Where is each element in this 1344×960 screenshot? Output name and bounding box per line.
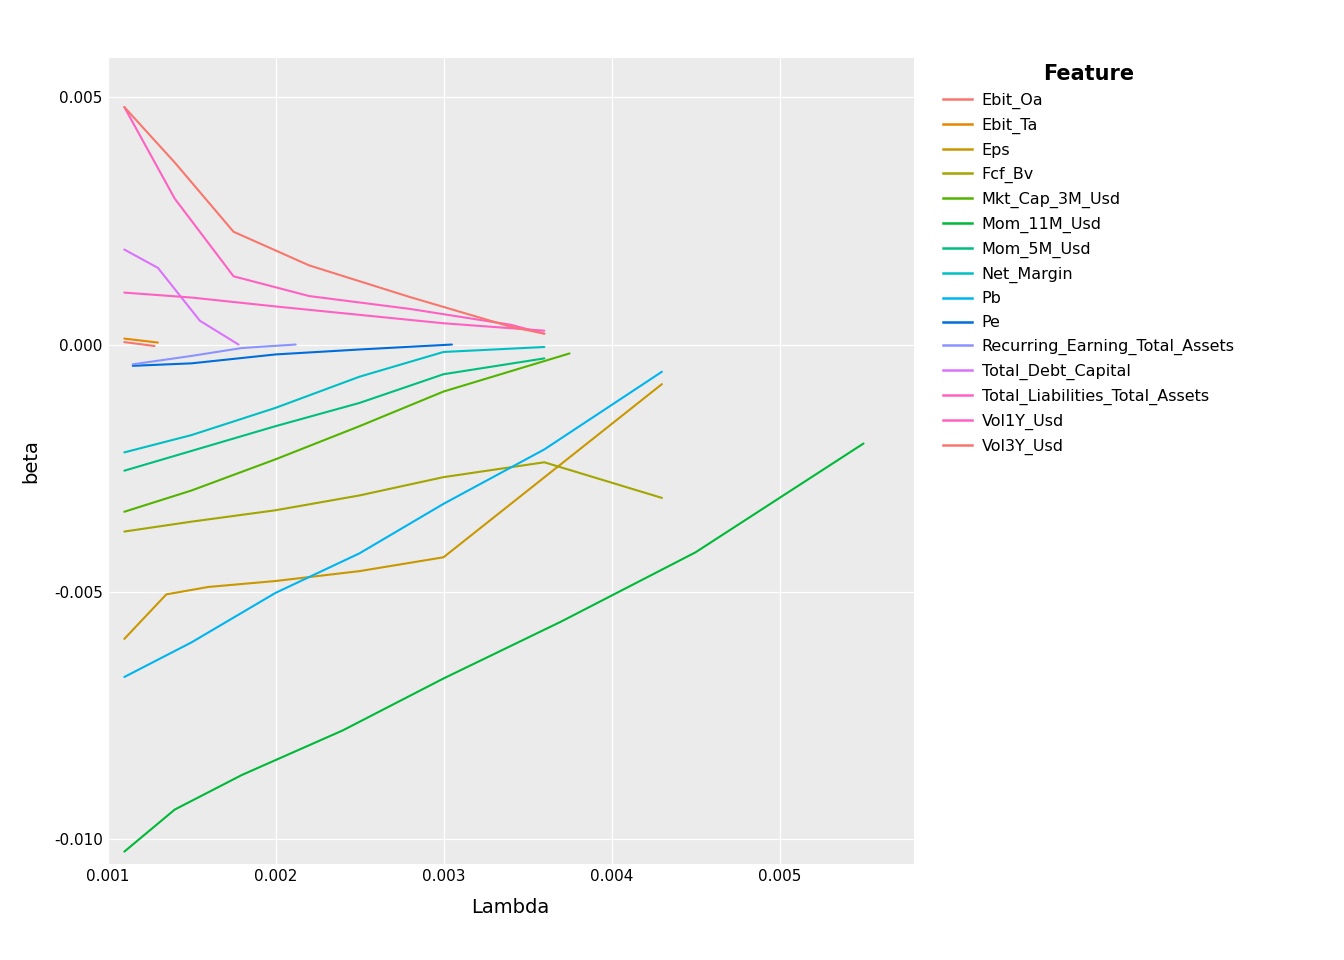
X-axis label: Lambda: Lambda <box>472 898 550 917</box>
Legend: Ebit_Oa, Ebit_Ta, Eps, Fcf_Bv, Mkt_Cap_3M_Usd, Mom_11M_Usd, Mom_5M_Usd, Net_Marg: Ebit_Oa, Ebit_Ta, Eps, Fcf_Bv, Mkt_Cap_3… <box>935 56 1243 463</box>
Y-axis label: beta: beta <box>22 439 40 483</box>
